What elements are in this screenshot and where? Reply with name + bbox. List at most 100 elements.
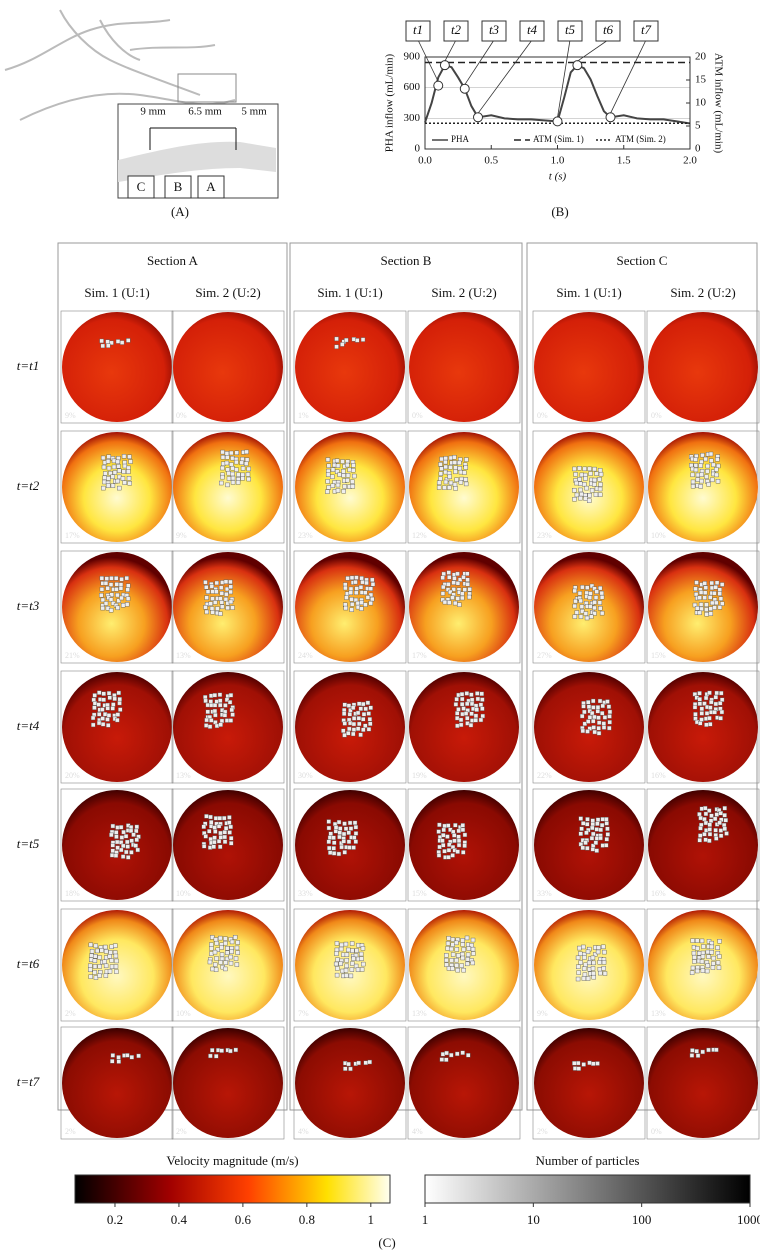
x-tick-label: 2.0 [683, 155, 697, 167]
particle [224, 961, 228, 965]
particle [444, 465, 448, 469]
particle [698, 611, 702, 615]
section-title: Section C [617, 253, 668, 268]
particle [700, 711, 704, 715]
particle [437, 830, 441, 834]
velocity-map [173, 910, 283, 1020]
particle [595, 472, 599, 476]
particle [695, 969, 699, 973]
particle [590, 836, 594, 840]
particle [360, 576, 364, 580]
particle [707, 716, 711, 720]
particle [134, 844, 138, 848]
particle [217, 839, 221, 843]
particle [455, 697, 459, 701]
particle [125, 840, 129, 844]
particle [573, 604, 577, 608]
particle [136, 848, 140, 852]
particle [708, 706, 712, 710]
particle [135, 838, 139, 842]
particle [353, 821, 357, 825]
particle [91, 723, 95, 727]
particle [456, 597, 460, 601]
colorbar-tick-label: 0.6 [235, 1212, 252, 1227]
particle [698, 838, 702, 842]
particle [455, 478, 459, 482]
particle [350, 480, 354, 484]
particle [206, 703, 210, 707]
particle [218, 699, 222, 703]
particle [698, 697, 702, 701]
particle [328, 851, 332, 855]
particle [339, 962, 343, 966]
particle [717, 966, 721, 970]
particle [464, 465, 468, 469]
particle [215, 607, 219, 611]
particle [223, 840, 227, 844]
particle [343, 484, 347, 488]
particle [352, 846, 356, 850]
particle [344, 827, 348, 831]
particle [573, 615, 577, 619]
particle [438, 477, 442, 481]
particle [224, 592, 228, 596]
particle [475, 708, 479, 712]
particle [233, 935, 237, 939]
x-tick-label: 1.0 [551, 155, 565, 167]
particle [579, 961, 583, 965]
particle [470, 712, 474, 716]
particle [369, 601, 373, 605]
particle [132, 833, 136, 837]
particle [240, 457, 244, 461]
particle [717, 954, 721, 958]
particle [598, 960, 602, 964]
particle [709, 612, 713, 616]
particle [246, 472, 250, 476]
particle [355, 949, 359, 953]
particle [452, 839, 456, 843]
x-tick-label: 1.5 [617, 155, 631, 167]
particle [694, 587, 698, 591]
particle [220, 1049, 224, 1053]
particle [371, 582, 375, 586]
particle [705, 469, 709, 473]
particle [229, 719, 233, 723]
legend-label: PHA [451, 134, 470, 144]
particle [581, 821, 585, 825]
particle [116, 846, 120, 850]
particle [700, 939, 704, 943]
particle [697, 951, 701, 955]
particle [347, 846, 351, 850]
particle [454, 466, 458, 470]
particle [597, 726, 601, 730]
particle [709, 814, 713, 818]
particle [460, 692, 464, 696]
particle [359, 707, 363, 711]
particle [718, 588, 722, 592]
particle [453, 470, 457, 474]
particle [334, 825, 338, 829]
particle [103, 472, 107, 476]
particle [209, 602, 213, 606]
particle [718, 701, 722, 705]
particle [203, 695, 207, 699]
particle [117, 486, 121, 490]
particle [230, 606, 234, 610]
particle [465, 691, 469, 695]
particle [440, 457, 444, 461]
particle [697, 812, 701, 816]
particle [354, 831, 358, 835]
particle [705, 711, 709, 715]
particle [114, 959, 118, 963]
velocity-map [173, 1028, 283, 1138]
particle [326, 473, 330, 477]
particle [352, 957, 356, 961]
particle [459, 723, 463, 727]
particle-percentage: 23% [298, 531, 313, 540]
particle [107, 455, 111, 459]
particle [455, 963, 459, 967]
particle [707, 839, 711, 843]
particle [116, 606, 120, 610]
particle [598, 477, 602, 481]
section-title: Section B [381, 253, 432, 268]
